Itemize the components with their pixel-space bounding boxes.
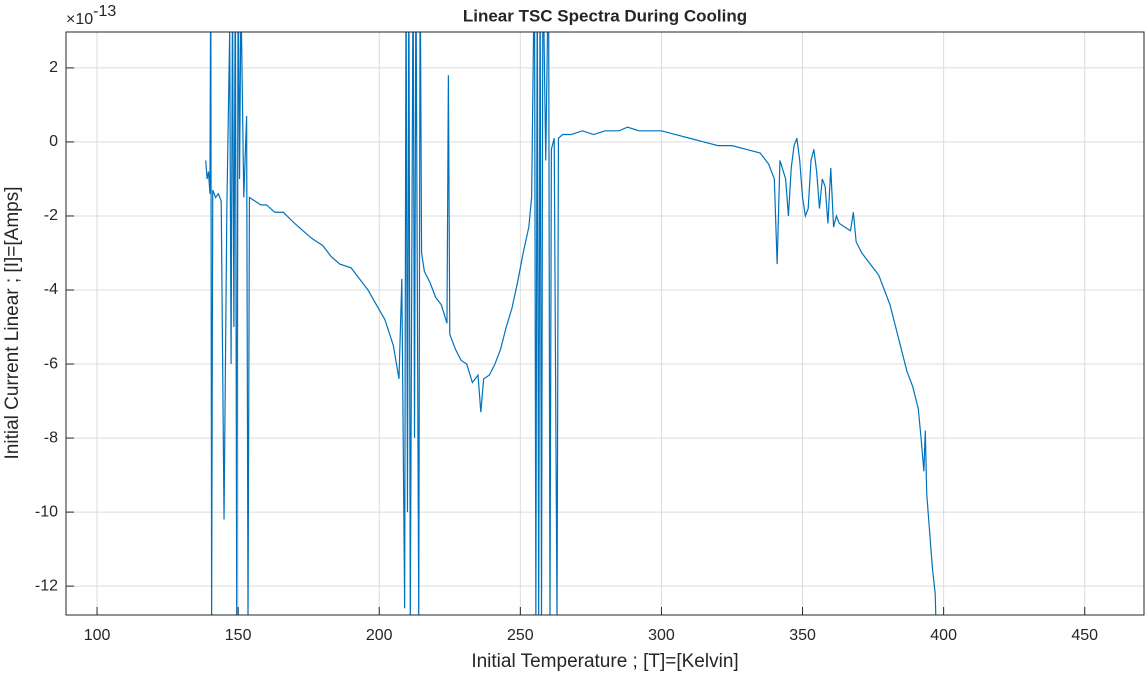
axes-box bbox=[65, 31, 1145, 616]
x-tick-label: 150 bbox=[225, 627, 252, 644]
data-line bbox=[205, 32, 937, 615]
y-tick-label: -12 bbox=[35, 577, 58, 594]
y-tick-label: -10 bbox=[35, 503, 58, 520]
y-multiplier: ×10-13 bbox=[66, 3, 116, 28]
x-tick-label: 200 bbox=[366, 627, 393, 644]
y-tick-label: 2 bbox=[49, 59, 58, 76]
x-tick-label: 300 bbox=[648, 627, 675, 644]
x-tick-label: 100 bbox=[84, 627, 111, 644]
x-tick-label: 250 bbox=[507, 627, 534, 644]
y-tick-label: -8 bbox=[44, 429, 58, 446]
y-tick-label: -4 bbox=[44, 281, 58, 298]
y-tick-label: -2 bbox=[44, 207, 58, 224]
y-multiplier-base: ×10 bbox=[66, 11, 93, 28]
y-multiplier-exponent: -13 bbox=[93, 3, 116, 20]
grid bbox=[66, 32, 1144, 615]
x-axis-label: Initial Temperature ; [T]=[Kelvin] bbox=[471, 651, 738, 672]
y-tick-label: 0 bbox=[49, 133, 58, 150]
x-tick-label: 450 bbox=[1071, 627, 1098, 644]
x-tick-label: 400 bbox=[930, 627, 957, 644]
x-tick-label: 350 bbox=[789, 627, 816, 644]
plot-area bbox=[205, 32, 937, 615]
y-axis-label: Initial Current Linear ; [I]=[Amps] bbox=[2, 187, 23, 460]
y-tick-label: -6 bbox=[44, 355, 58, 372]
chart-title: Linear TSC Spectra During Cooling bbox=[463, 6, 747, 25]
